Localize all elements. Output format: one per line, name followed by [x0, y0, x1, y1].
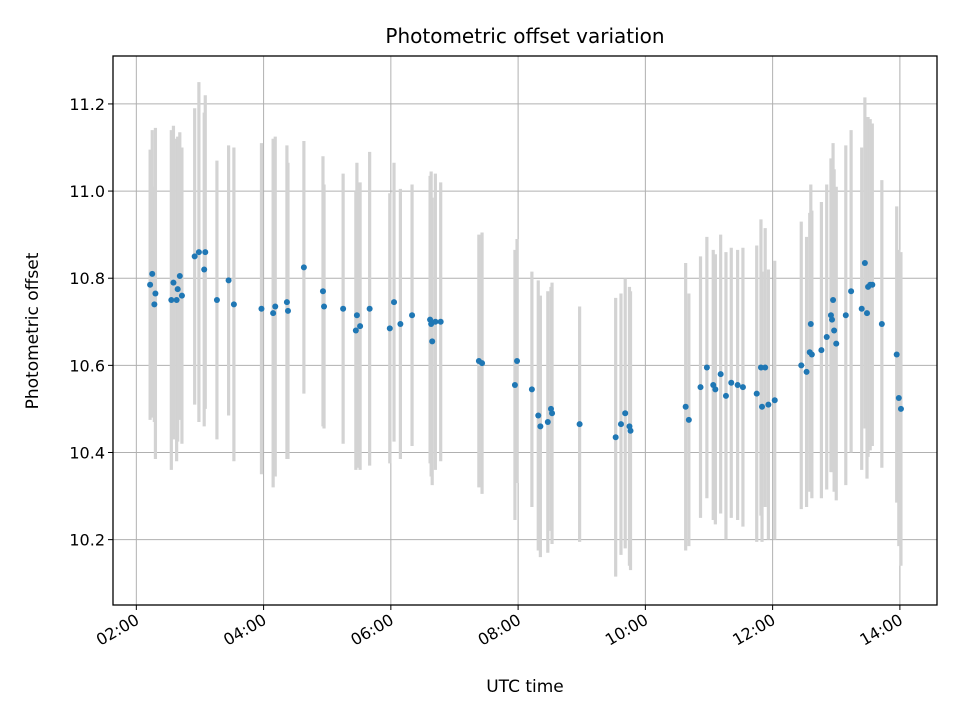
data-point	[191, 253, 198, 260]
data-point	[270, 310, 277, 317]
data-point	[759, 403, 766, 410]
data-point	[612, 434, 619, 441]
data-point	[808, 351, 815, 358]
data-point	[842, 312, 849, 319]
data-point	[895, 395, 902, 402]
data-point	[386, 325, 393, 332]
y-tick-label: 11.0	[69, 182, 105, 201]
data-point	[544, 419, 551, 425]
data-point	[151, 301, 158, 308]
data-point	[617, 421, 624, 428]
data-point	[771, 397, 778, 404]
data-point	[437, 318, 444, 325]
data-point	[823, 334, 830, 341]
data-point	[576, 421, 583, 428]
data-point	[366, 305, 373, 312]
data-point	[858, 305, 865, 312]
data-point	[753, 390, 760, 397]
data-point	[173, 297, 180, 303]
data-point	[848, 288, 855, 295]
data-point	[391, 299, 398, 306]
data-point	[176, 273, 183, 280]
data-point	[697, 384, 704, 391]
data-point	[728, 379, 735, 386]
data-point	[511, 381, 518, 388]
data-point	[734, 381, 741, 388]
data-point	[717, 371, 724, 378]
data-point	[230, 301, 237, 308]
data-point	[893, 351, 900, 358]
data-point	[397, 320, 404, 327]
data-point	[272, 303, 279, 310]
data-point	[818, 347, 825, 354]
data-point	[798, 362, 805, 369]
data-point	[213, 297, 220, 303]
data-point	[878, 320, 885, 327]
data-point	[757, 364, 764, 371]
data-point	[831, 327, 838, 334]
data-point	[283, 299, 290, 306]
data-point	[765, 401, 772, 408]
data-point	[514, 358, 521, 364]
data-point	[321, 303, 328, 310]
data-point	[549, 410, 556, 417]
chart-title: Photometric offset variation	[385, 24, 664, 48]
data-point	[528, 386, 535, 393]
data-point	[535, 412, 542, 419]
data-point	[685, 416, 692, 423]
data-point	[807, 320, 814, 327]
y-tick-label: 10.2	[69, 531, 105, 550]
data-point	[300, 264, 307, 271]
data-point	[722, 392, 729, 399]
data-point	[429, 338, 436, 345]
data-point	[830, 297, 837, 303]
data-point	[284, 307, 291, 314]
data-point	[195, 249, 202, 256]
data-point	[202, 249, 209, 256]
y-tick-label: 11.2	[69, 95, 105, 114]
data-point	[170, 279, 177, 286]
data-point	[829, 316, 836, 323]
data-point	[861, 259, 868, 266]
data-point	[627, 427, 634, 434]
y-tick-label: 10.4	[69, 444, 105, 463]
data-point	[357, 323, 364, 330]
data-point	[762, 364, 769, 371]
data-point	[833, 340, 840, 347]
y-axis-label: Photometric offset	[23, 252, 43, 409]
data-point	[152, 290, 159, 297]
data-point	[869, 281, 876, 288]
plot-frame	[112, 55, 938, 606]
data-point	[622, 410, 629, 417]
data-point	[712, 386, 719, 393]
data-point	[174, 286, 181, 293]
data-point	[149, 270, 156, 277]
y-tick-label: 10.6	[69, 356, 105, 375]
data-point	[225, 277, 232, 284]
data-point	[319, 288, 326, 295]
data-point	[803, 368, 810, 375]
data-point	[178, 292, 185, 299]
data-point	[739, 384, 746, 391]
data-point	[352, 327, 359, 334]
data-point	[409, 312, 416, 319]
data-point	[703, 364, 710, 371]
y-axis: 10.2 10.4 10.6 10.8 11.0 11.2	[69, 95, 113, 550]
data-point	[479, 360, 486, 367]
data-point	[340, 305, 347, 312]
data-point	[168, 297, 175, 303]
data-point	[432, 318, 439, 325]
data-point	[258, 305, 265, 312]
data-point	[537, 423, 544, 430]
data-point	[864, 310, 871, 317]
data-point	[201, 266, 208, 273]
data-point	[897, 405, 904, 412]
data-point	[147, 281, 154, 288]
data-point	[353, 312, 360, 319]
x-axis-label: UTC time	[486, 677, 564, 697]
marker-layer	[147, 249, 904, 441]
y-tick-label: 10.8	[69, 269, 105, 288]
data-point	[682, 403, 689, 410]
